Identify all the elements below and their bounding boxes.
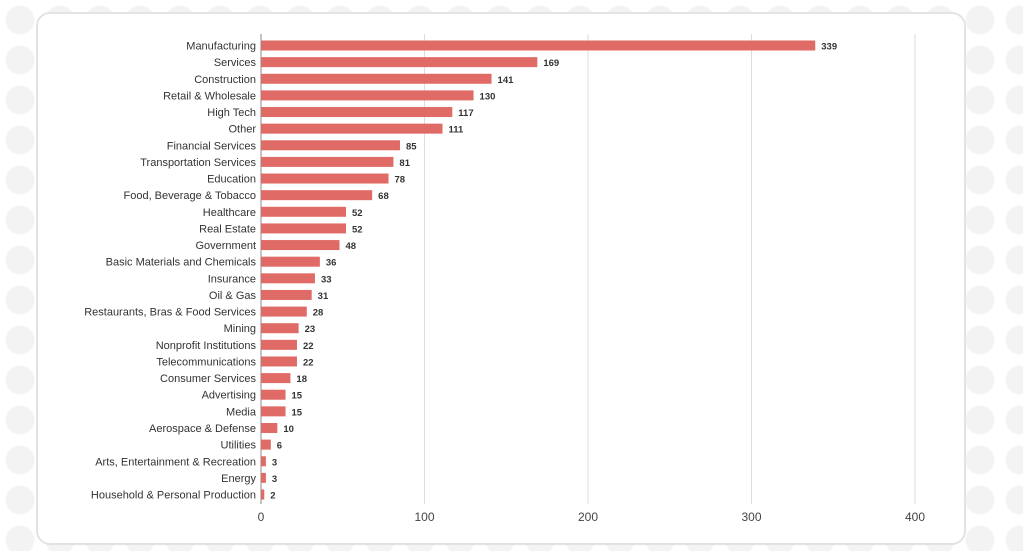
category-label: Other <box>228 124 256 136</box>
bar <box>261 190 373 201</box>
value-label: 85 <box>406 141 417 152</box>
value-label: 15 <box>292 391 303 402</box>
value-label: 3 <box>272 457 277 468</box>
bar <box>261 439 271 450</box>
category-label: Media <box>226 406 257 418</box>
value-label: 78 <box>395 175 406 186</box>
category-label: Energy <box>221 473 256 485</box>
category-label: Arts, Entertainment & Recreation <box>95 456 256 468</box>
value-label: 6 <box>277 441 282 452</box>
value-label: 2 <box>270 491 275 502</box>
bar <box>261 356 297 367</box>
value-label: 23 <box>305 324 316 335</box>
value-label: 48 <box>345 241 356 252</box>
category-label: Consumer Services <box>160 373 256 385</box>
value-label: 130 <box>480 91 496 102</box>
category-label: Telecommunications <box>156 356 256 368</box>
bar <box>261 256 320 267</box>
value-label: 68 <box>378 191 389 202</box>
gridlines <box>424 34 916 504</box>
bar <box>261 156 394 167</box>
x-tick-label: 200 <box>578 510 598 524</box>
value-label: 22 <box>303 341 314 352</box>
bar <box>261 289 312 300</box>
bar <box>261 489 265 500</box>
value-label: 18 <box>296 374 307 385</box>
value-label: 22 <box>303 357 314 368</box>
value-label: 117 <box>458 108 473 119</box>
category-label: Manufacturing <box>186 41 256 53</box>
category-label: Nonprofit Institutions <box>156 340 257 352</box>
value-label: 111 <box>448 125 464 136</box>
value-label: 33 <box>321 274 332 285</box>
bar <box>261 273 315 284</box>
bar <box>261 373 291 384</box>
bar <box>261 472 266 483</box>
category-label: Real Estate <box>199 223 256 235</box>
value-label: 15 <box>292 407 303 418</box>
value-label: 10 <box>283 424 294 435</box>
chart-card <box>36 12 966 545</box>
category-label: Education <box>207 174 256 186</box>
value-label: 52 <box>352 224 363 235</box>
value-label: 3 <box>272 474 277 485</box>
bar <box>261 123 443 134</box>
value-label: 169 <box>543 58 559 69</box>
category-label: Transportation Services <box>140 157 256 169</box>
category-label: Government <box>195 240 256 252</box>
bar <box>261 339 297 350</box>
bar <box>261 40 816 51</box>
bar <box>261 406 286 417</box>
category-label: Food, Beverage & Tobacco <box>124 190 257 202</box>
x-tick-label: 300 <box>741 510 761 524</box>
x-tick-label: 400 <box>905 510 925 524</box>
category-label: Oil & Gas <box>209 290 257 302</box>
category-label: Restaurants, Bras & Food Services <box>84 307 256 319</box>
value-label: 141 <box>498 75 515 86</box>
category-label: Mining <box>224 323 256 335</box>
category-label: Household & Personal Production <box>91 490 256 502</box>
value-label: 339 <box>821 42 837 53</box>
x-tick-label: 0 <box>258 510 265 524</box>
bar <box>261 173 389 184</box>
bar <box>261 206 347 217</box>
category-label: Services <box>214 57 257 69</box>
category-label: Basic Materials and Chemicals <box>106 257 257 269</box>
value-label: 52 <box>352 208 363 219</box>
bar <box>261 57 538 68</box>
value-label: 31 <box>318 291 329 302</box>
bar <box>261 306 307 317</box>
bar <box>261 107 453 118</box>
x-axis-ticks: 0 100 200 300 400 <box>258 510 926 524</box>
bar <box>261 223 347 234</box>
category-label: Healthcare <box>203 207 256 219</box>
bar <box>261 140 400 151</box>
bar <box>261 73 492 84</box>
value-label: 81 <box>399 158 410 169</box>
bar <box>261 240 340 251</box>
bar <box>261 422 278 433</box>
bar <box>261 456 266 467</box>
bar <box>261 323 299 334</box>
value-label: 28 <box>313 308 324 319</box>
bar <box>261 90 474 101</box>
category-label: Retail & Wholesale <box>163 90 256 102</box>
category-label: Construction <box>194 74 256 86</box>
category-label: Aerospace & Defense <box>149 423 256 435</box>
category-label: Insurance <box>208 273 256 285</box>
category-label: Financial Services <box>167 140 257 152</box>
x-tick-label: 100 <box>414 510 434 524</box>
category-label: Advertising <box>202 390 256 402</box>
bar <box>261 389 286 400</box>
value-label: 36 <box>326 258 337 269</box>
bars: Manufacturing 339 Services 169 Construction 1… <box>84 40 837 502</box>
category-label: High Tech <box>207 107 256 119</box>
category-label: Utilities <box>221 440 257 452</box>
